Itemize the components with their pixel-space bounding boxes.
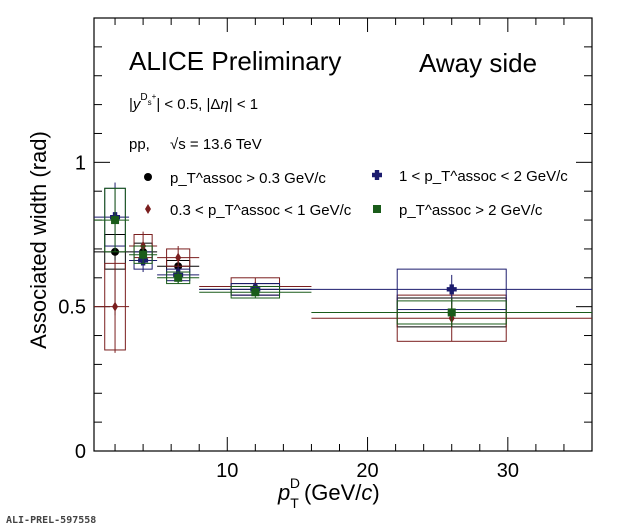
legend-entry-label: 1 < p_T^assoc < 2 GeV/c bbox=[399, 168, 568, 185]
data-point-square bbox=[174, 273, 183, 282]
figure-id: ALI-PREL-597558 bbox=[6, 515, 97, 526]
legend-entry-label: p_T^assoc > 2 GeV/c bbox=[399, 202, 543, 219]
away-side-label: Away side bbox=[419, 48, 537, 78]
data-point-square bbox=[373, 205, 381, 213]
svg-text:pTD(GeV/c): pTD (GeV/c) bbox=[277, 475, 380, 511]
energy-label: √s = 13.6 TeV bbox=[170, 136, 262, 153]
system-label: pp, bbox=[129, 136, 150, 153]
legend-entry-label: p_T^assoc > 0.3 GeV/c bbox=[170, 170, 326, 187]
data-marks bbox=[94, 182, 592, 353]
data-point-diamond bbox=[145, 204, 151, 214]
y-tick-label: 0 bbox=[75, 441, 86, 463]
kinematic-cut-label: |yDs+| < 0.5, |Δη| < 1 bbox=[129, 92, 258, 113]
plot-frame bbox=[93, 17, 593, 452]
x-tick-label: 20 bbox=[356, 460, 378, 482]
data-point-circle bbox=[144, 173, 152, 181]
x-axis-title: pTD (GeV/c) bbox=[277, 475, 380, 511]
preliminary-label: ALICE Preliminary bbox=[129, 46, 341, 76]
data-point-square bbox=[111, 216, 120, 225]
data-point-diamond bbox=[175, 252, 182, 263]
series-1 bbox=[94, 231, 592, 353]
y-axis-title: Associated width (rad) bbox=[26, 131, 51, 349]
data-point-diamond bbox=[112, 301, 119, 312]
data-point-cross bbox=[446, 284, 457, 295]
data-point-square bbox=[447, 308, 456, 317]
data-point-cross bbox=[372, 170, 382, 180]
x-tick-label: 10 bbox=[216, 460, 238, 482]
y-tick-label: 0.5 bbox=[58, 297, 86, 319]
data-point-square bbox=[139, 250, 148, 259]
y-tick-label: 1 bbox=[75, 152, 86, 174]
legend-entry-label: 0.3 < p_T^assoc < 1 GeV/c bbox=[170, 202, 352, 219]
x-tick-label: 30 bbox=[497, 460, 519, 482]
axes: 0 0.5 1 10 20 30 bbox=[58, 18, 592, 482]
legend: p_T^assoc > 0.3 GeV/c 0.3 < p_T^assoc < 1… bbox=[144, 168, 568, 219]
series-3 bbox=[94, 187, 592, 327]
data-point-square bbox=[251, 288, 260, 297]
